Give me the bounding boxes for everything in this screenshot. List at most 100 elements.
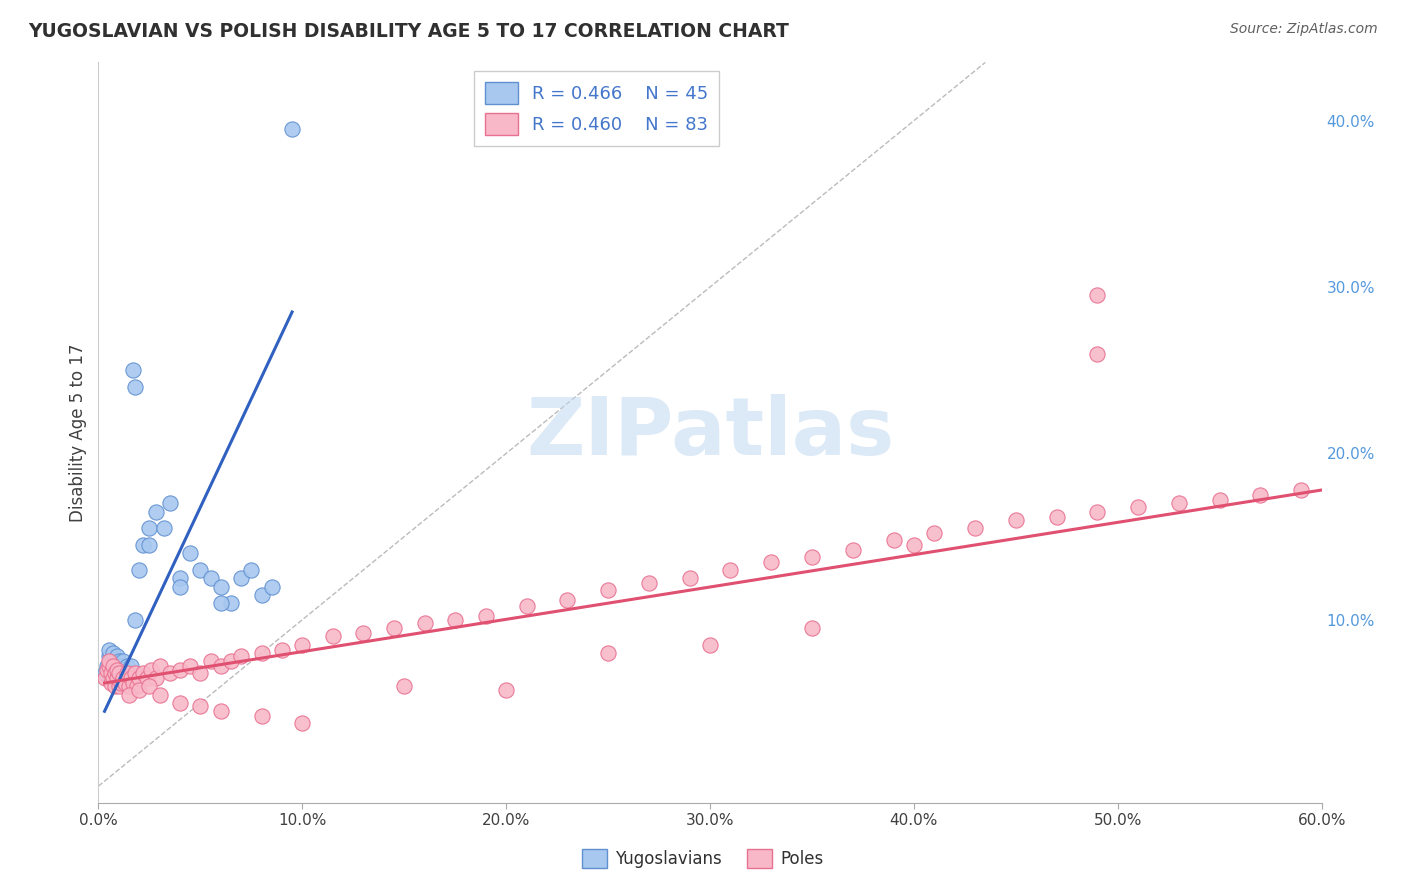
Point [495,682,517,697]
Point [903,538,925,552]
Point [352,626,374,640]
Text: YUGOSLAVIAN VS POLISH DISABILITY AGE 5 TO 17 CORRELATION CHART: YUGOSLAVIAN VS POLISH DISABILITY AGE 5 T… [28,22,789,41]
Point [250,588,273,602]
Point [120,659,142,673]
Point [922,526,945,541]
Point [124,666,146,681]
Point [96,663,118,677]
Point [108,679,131,693]
Point [122,363,145,377]
Point [97,649,120,664]
Point [100,671,122,685]
Point [474,609,498,624]
Point [322,629,344,643]
Point [101,646,124,660]
Y-axis label: Disability Age 5 to 17: Disability Age 5 to 17 [69,343,87,522]
Point [557,592,579,607]
Point [104,679,127,693]
Point [598,646,620,660]
Point [108,666,131,681]
Point [118,688,141,702]
Point [801,549,824,564]
Point [105,649,128,664]
Point [128,671,150,685]
Point [104,666,127,681]
Point [679,571,702,585]
Point [1249,488,1271,502]
Point [1128,500,1150,514]
Point [1004,513,1026,527]
Point [124,380,146,394]
Point [141,663,163,677]
Point [240,563,263,577]
Point [110,671,132,685]
Point [801,621,824,635]
Point [100,666,122,681]
Point [841,542,863,557]
Point [169,580,191,594]
Point [111,666,134,681]
Legend: Yugoslavians, Poles: Yugoslavians, Poles [575,843,831,875]
Point [132,666,155,681]
Point [97,659,120,673]
Point [93,666,115,681]
Point [104,656,127,670]
Point [159,666,181,681]
Point [110,659,132,673]
Point [209,704,232,718]
Point [111,671,134,685]
Point [128,682,150,697]
Point [231,649,253,664]
Point [115,659,138,673]
Point [1291,483,1313,497]
Point [281,122,304,136]
Point [250,646,273,660]
Point [105,663,128,677]
Point [188,666,212,681]
Point [200,571,222,585]
Point [105,671,128,685]
Point [127,679,149,693]
Point [110,676,132,690]
Point [145,671,167,685]
Point [159,496,181,510]
Point [270,642,294,657]
Point [152,521,174,535]
Point [115,666,138,681]
Point [145,505,167,519]
Point [138,521,160,535]
Point [169,571,191,585]
Point [97,654,120,668]
Text: Source: ZipAtlas.com: Source: ZipAtlas.com [1230,22,1378,37]
Point [219,654,242,668]
Point [179,546,201,560]
Point [761,555,783,569]
Point [291,715,314,730]
Point [883,533,905,547]
Point [209,580,232,594]
Point [209,596,232,610]
Point [598,582,620,597]
Point [149,688,172,702]
Point [108,666,131,681]
Point [1209,493,1232,508]
Point [382,621,405,635]
Point [118,666,141,681]
Point [100,654,122,668]
Point [392,679,416,693]
Point [291,638,314,652]
Point [101,659,124,673]
Point [1085,346,1108,360]
Point [1167,496,1189,510]
Point [108,654,131,668]
Point [231,571,253,585]
Point [118,679,141,693]
Point [97,642,120,657]
Point [260,580,283,594]
Point [219,596,242,610]
Point [101,671,124,685]
Point [200,654,222,668]
Point [128,563,150,577]
Point [965,521,987,535]
Point [169,696,191,710]
